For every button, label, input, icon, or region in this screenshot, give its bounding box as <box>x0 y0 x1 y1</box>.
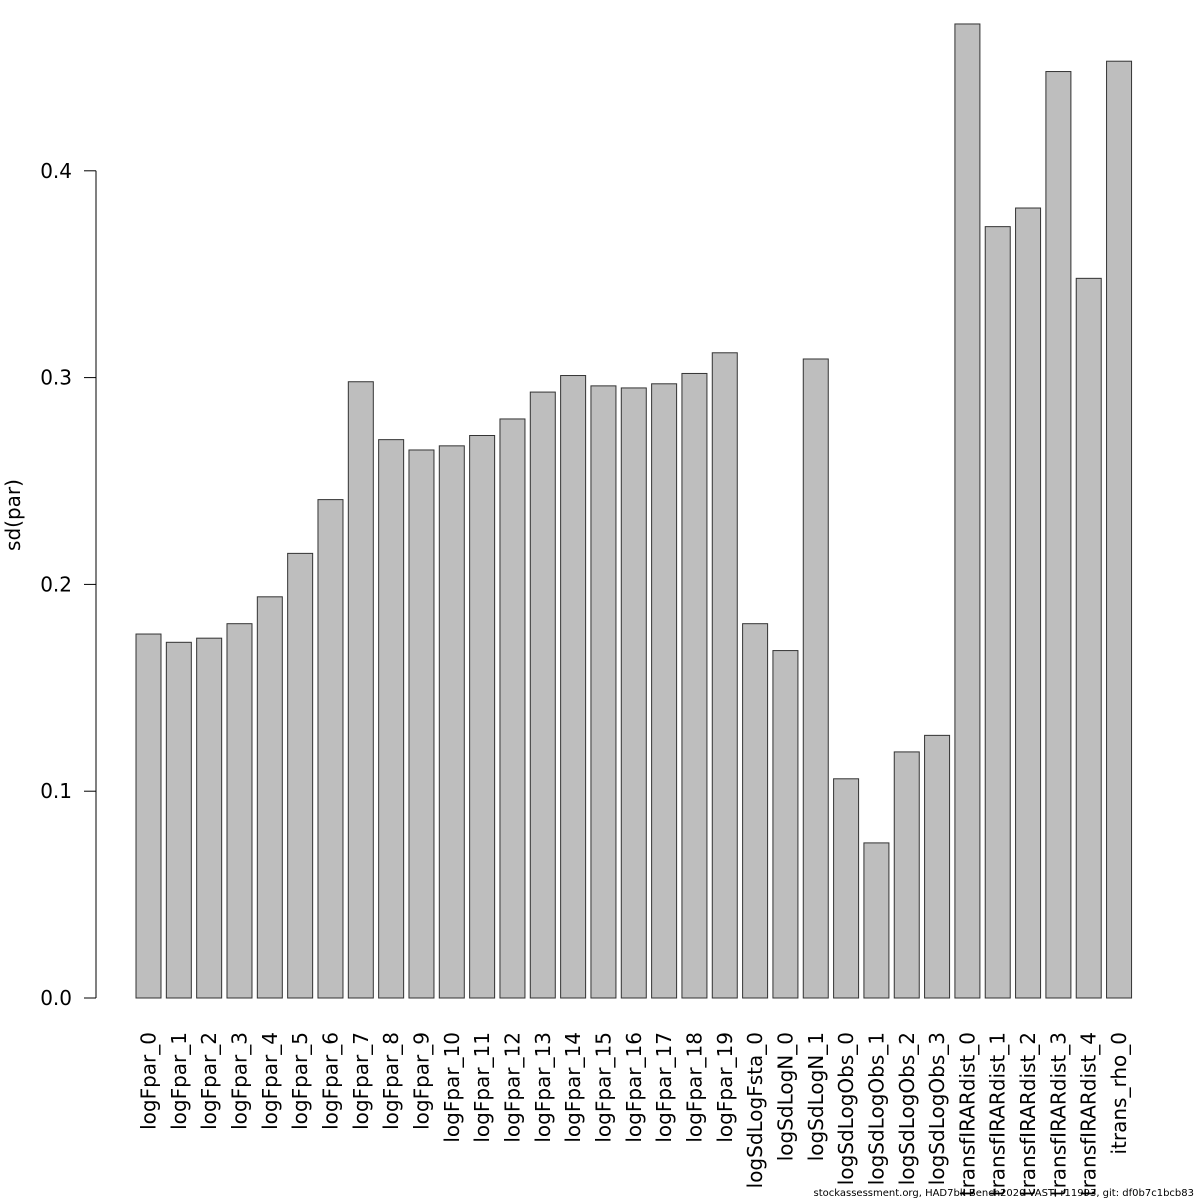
bar-logFpar_9 <box>408 449 435 999</box>
x-tick-label: logFpar_7 <box>349 1032 373 1130</box>
x-tick-label: logSdLogObs_0 <box>834 1032 858 1185</box>
bar-logSdLogObs_2 <box>893 751 920 999</box>
x-tick-label: logSdLogN_1 <box>804 1032 828 1161</box>
x-tick-label: logFpar_3 <box>227 1032 251 1130</box>
y-tick-label: 0.1 <box>40 779 72 803</box>
x-tick-label: logSdLogObs_1 <box>864 1032 888 1185</box>
bar-logFpar_3 <box>226 623 253 999</box>
bar-logFpar_13 <box>529 391 556 999</box>
x-tick-label: logFpar_1 <box>167 1032 191 1130</box>
bar-logFpar_11 <box>469 435 496 999</box>
x-tick-label: logFpar_16 <box>622 1032 646 1143</box>
x-tick-label: logFpar_9 <box>409 1032 433 1130</box>
x-tick-label: transfIRARdist_1 <box>986 1032 1010 1196</box>
bar-transfIRARdist_3 <box>1045 71 1072 999</box>
x-tick-label: transfIRARdist_3 <box>1046 1032 1070 1196</box>
y-axis-label: sd(par) <box>1 479 25 551</box>
bar-logSdLogObs_0 <box>833 778 860 999</box>
x-tick-label: logFpar_6 <box>318 1032 342 1130</box>
bar-logFpar_12 <box>499 418 526 999</box>
bar-logFpar_8 <box>378 439 405 999</box>
bar-logFpar_10 <box>438 445 465 999</box>
bar-transfIRARdist_1 <box>984 226 1011 999</box>
bar-logFpar_16 <box>620 387 647 999</box>
bar-logFpar_17 <box>651 383 678 999</box>
x-tick-label: itrans_rho_0 <box>1107 1032 1131 1154</box>
x-tick-label: logSdLogObs_3 <box>925 1032 949 1185</box>
x-tick-label: logFpar_10 <box>440 1032 464 1143</box>
y-axis: 0.0 0.1 0.2 0.3 0.4 <box>40 159 97 1010</box>
x-tick-label: logSdLogFsta_0 <box>743 1032 767 1188</box>
bar-logFpar_6 <box>317 499 344 999</box>
bar-logFpar_14 <box>560 375 587 999</box>
x-tick-label: logSdLogObs_2 <box>895 1032 919 1185</box>
x-tick-label: transfIRARdist_4 <box>1077 1032 1101 1196</box>
x-tick-label: logFpar_17 <box>652 1032 676 1143</box>
bar-itrans_rho_0 <box>1106 60 1133 999</box>
bar-logFpar_5 <box>287 552 314 999</box>
x-tick-label: logFpar_11 <box>470 1032 494 1143</box>
bar-transfIRARdist_4 <box>1075 277 1102 999</box>
x-tick-label: logFpar_12 <box>500 1032 524 1143</box>
y-tick-label: 0.0 <box>40 986 72 1010</box>
y-tick-label: 0.4 <box>40 159 72 183</box>
bar-logFpar_19 <box>711 352 738 999</box>
bar-logSdLogN_0 <box>772 650 799 999</box>
x-tick-label: logFpar_2 <box>197 1032 221 1130</box>
x-tick-label: logFpar_5 <box>288 1032 312 1130</box>
bar-transfIRARdist_0 <box>954 23 981 999</box>
x-tick-label: logFpar_19 <box>713 1032 737 1143</box>
bars <box>135 23 1133 999</box>
bar-logFpar_0 <box>135 633 162 999</box>
x-tick-label: transfIRARdist_0 <box>955 1032 979 1196</box>
bar-logFpar_2 <box>196 637 223 999</box>
bar-logFpar_15 <box>590 385 617 999</box>
bar-logFpar_7 <box>347 381 374 999</box>
x-tick-label: logFpar_18 <box>682 1032 706 1143</box>
bar-logFpar_1 <box>165 641 192 999</box>
bar-logSdLogFsta_0 <box>742 623 769 999</box>
x-tick-label: logFpar_13 <box>531 1032 555 1143</box>
bar-logSdLogObs_1 <box>863 842 890 999</box>
footer-note: stockassessment.org, HAD7bk-Bench2020-VA… <box>813 1188 1195 1199</box>
bar-logSdLogN_1 <box>802 358 829 999</box>
y-tick-label: 0.2 <box>40 572 72 596</box>
x-tick-label: logFpar_15 <box>591 1032 615 1143</box>
y-tick-label: 0.3 <box>40 366 72 390</box>
bar-logFpar_4 <box>256 596 283 999</box>
x-tick-label: logFpar_8 <box>379 1032 403 1130</box>
x-tick-labels: logFpar_0 logFpar_1 logFpar_2 logFpar_3 logF… <box>137 1032 1132 1196</box>
x-tick-label: logFpar_14 <box>561 1032 585 1143</box>
bar-logFpar_18 <box>681 372 708 999</box>
bar-logSdLogObs_3 <box>924 734 951 999</box>
x-tick-label: transfIRARdist_2 <box>1016 1032 1040 1196</box>
x-tick-label: logFpar_4 <box>258 1032 282 1130</box>
x-tick-label: logSdLogN_0 <box>773 1032 797 1161</box>
x-tick-label: logFpar_0 <box>137 1032 161 1130</box>
bar-transfIRARdist_2 <box>1015 207 1042 999</box>
